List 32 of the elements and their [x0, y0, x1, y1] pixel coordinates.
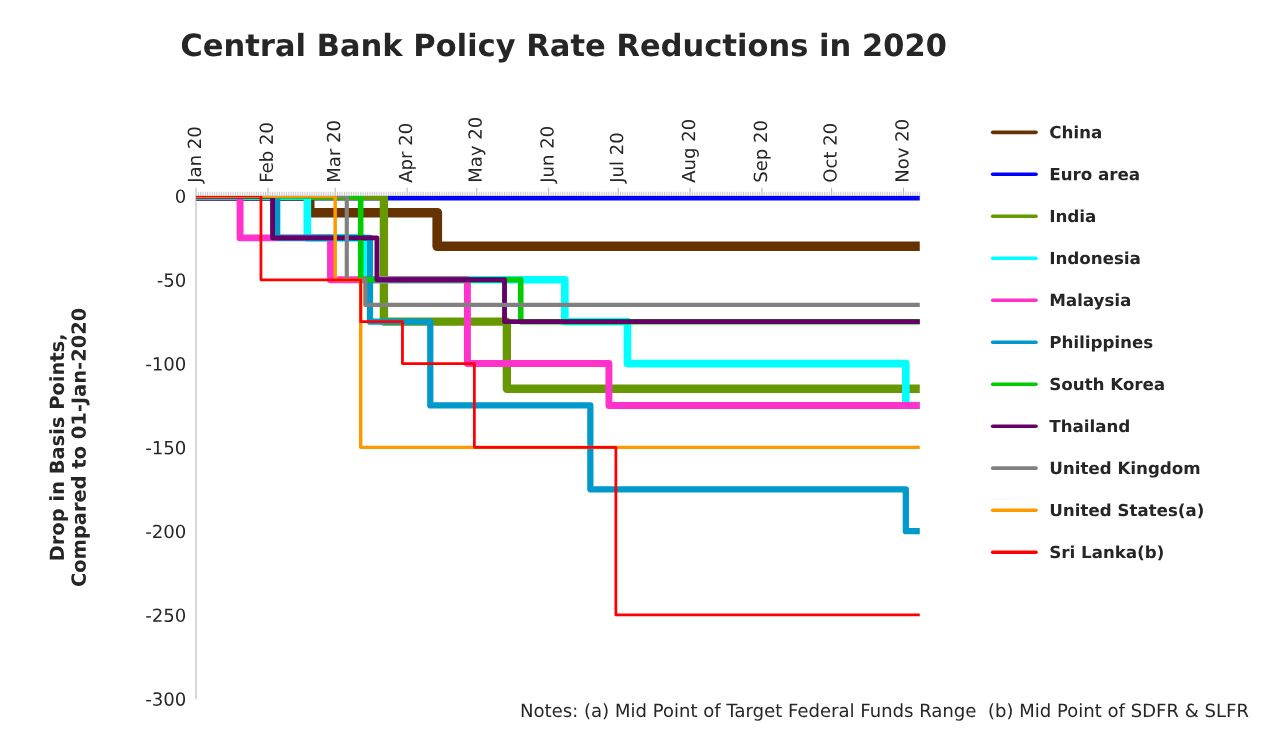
legend-label: Philippines	[1050, 335, 1153, 352]
x-tick-label: Apr 20	[398, 124, 416, 183]
legend-label: Sri Lanka(b)	[1050, 545, 1163, 561]
legend-label: United States(a)	[1050, 503, 1203, 519]
chart-title: Central Bank Policy Rate Reductions in 2020	[181, 32, 946, 63]
y-axis-title: Drop in Basis Points, Compared to 01-Jan-2020	[49, 308, 90, 587]
legend-label: Malaysia	[1050, 293, 1131, 310]
x-tick-label: Feb 20	[259, 123, 274, 182]
legend-label: South Korea	[1050, 377, 1164, 391]
legend-label: Thailand	[1049, 419, 1129, 433]
x-tick-label: May 20	[468, 117, 486, 182]
y-tick-label: -150	[146, 440, 186, 455]
y-tick-label: -50	[157, 273, 186, 287]
text: Notes: (a) Mid Point of Target Federal Funds Range (b) Mid Point of SDFR & SLFR	[521, 703, 1249, 721]
legend-label: China	[1050, 125, 1101, 139]
y-tick-label: -100	[146, 357, 186, 371]
x-tick-label: Sep 20	[753, 121, 771, 182]
legend-label: United Kingdom	[1050, 461, 1200, 478]
y-tick-label: -300	[146, 692, 186, 706]
x-tick-label: Jan 20	[187, 127, 205, 184]
x-tick-label: Mar 20	[326, 121, 341, 182]
legend-label: Indonesia	[1050, 251, 1140, 265]
x-tick-label: Jul 20	[609, 133, 627, 184]
x-tick-label: Aug 20	[681, 120, 699, 183]
legend-label: India	[1050, 209, 1095, 223]
y-tick-label: -200	[146, 524, 186, 539]
x-tick-label: Jun 20	[540, 127, 558, 184]
y-tick-label: -250	[146, 608, 186, 623]
x-tick-label: Nov 20	[895, 120, 909, 182]
y-tick-label: 0	[175, 189, 186, 204]
x-tick-label: Oct 20	[823, 124, 837, 182]
legend-label: Euro area	[1050, 167, 1139, 181]
